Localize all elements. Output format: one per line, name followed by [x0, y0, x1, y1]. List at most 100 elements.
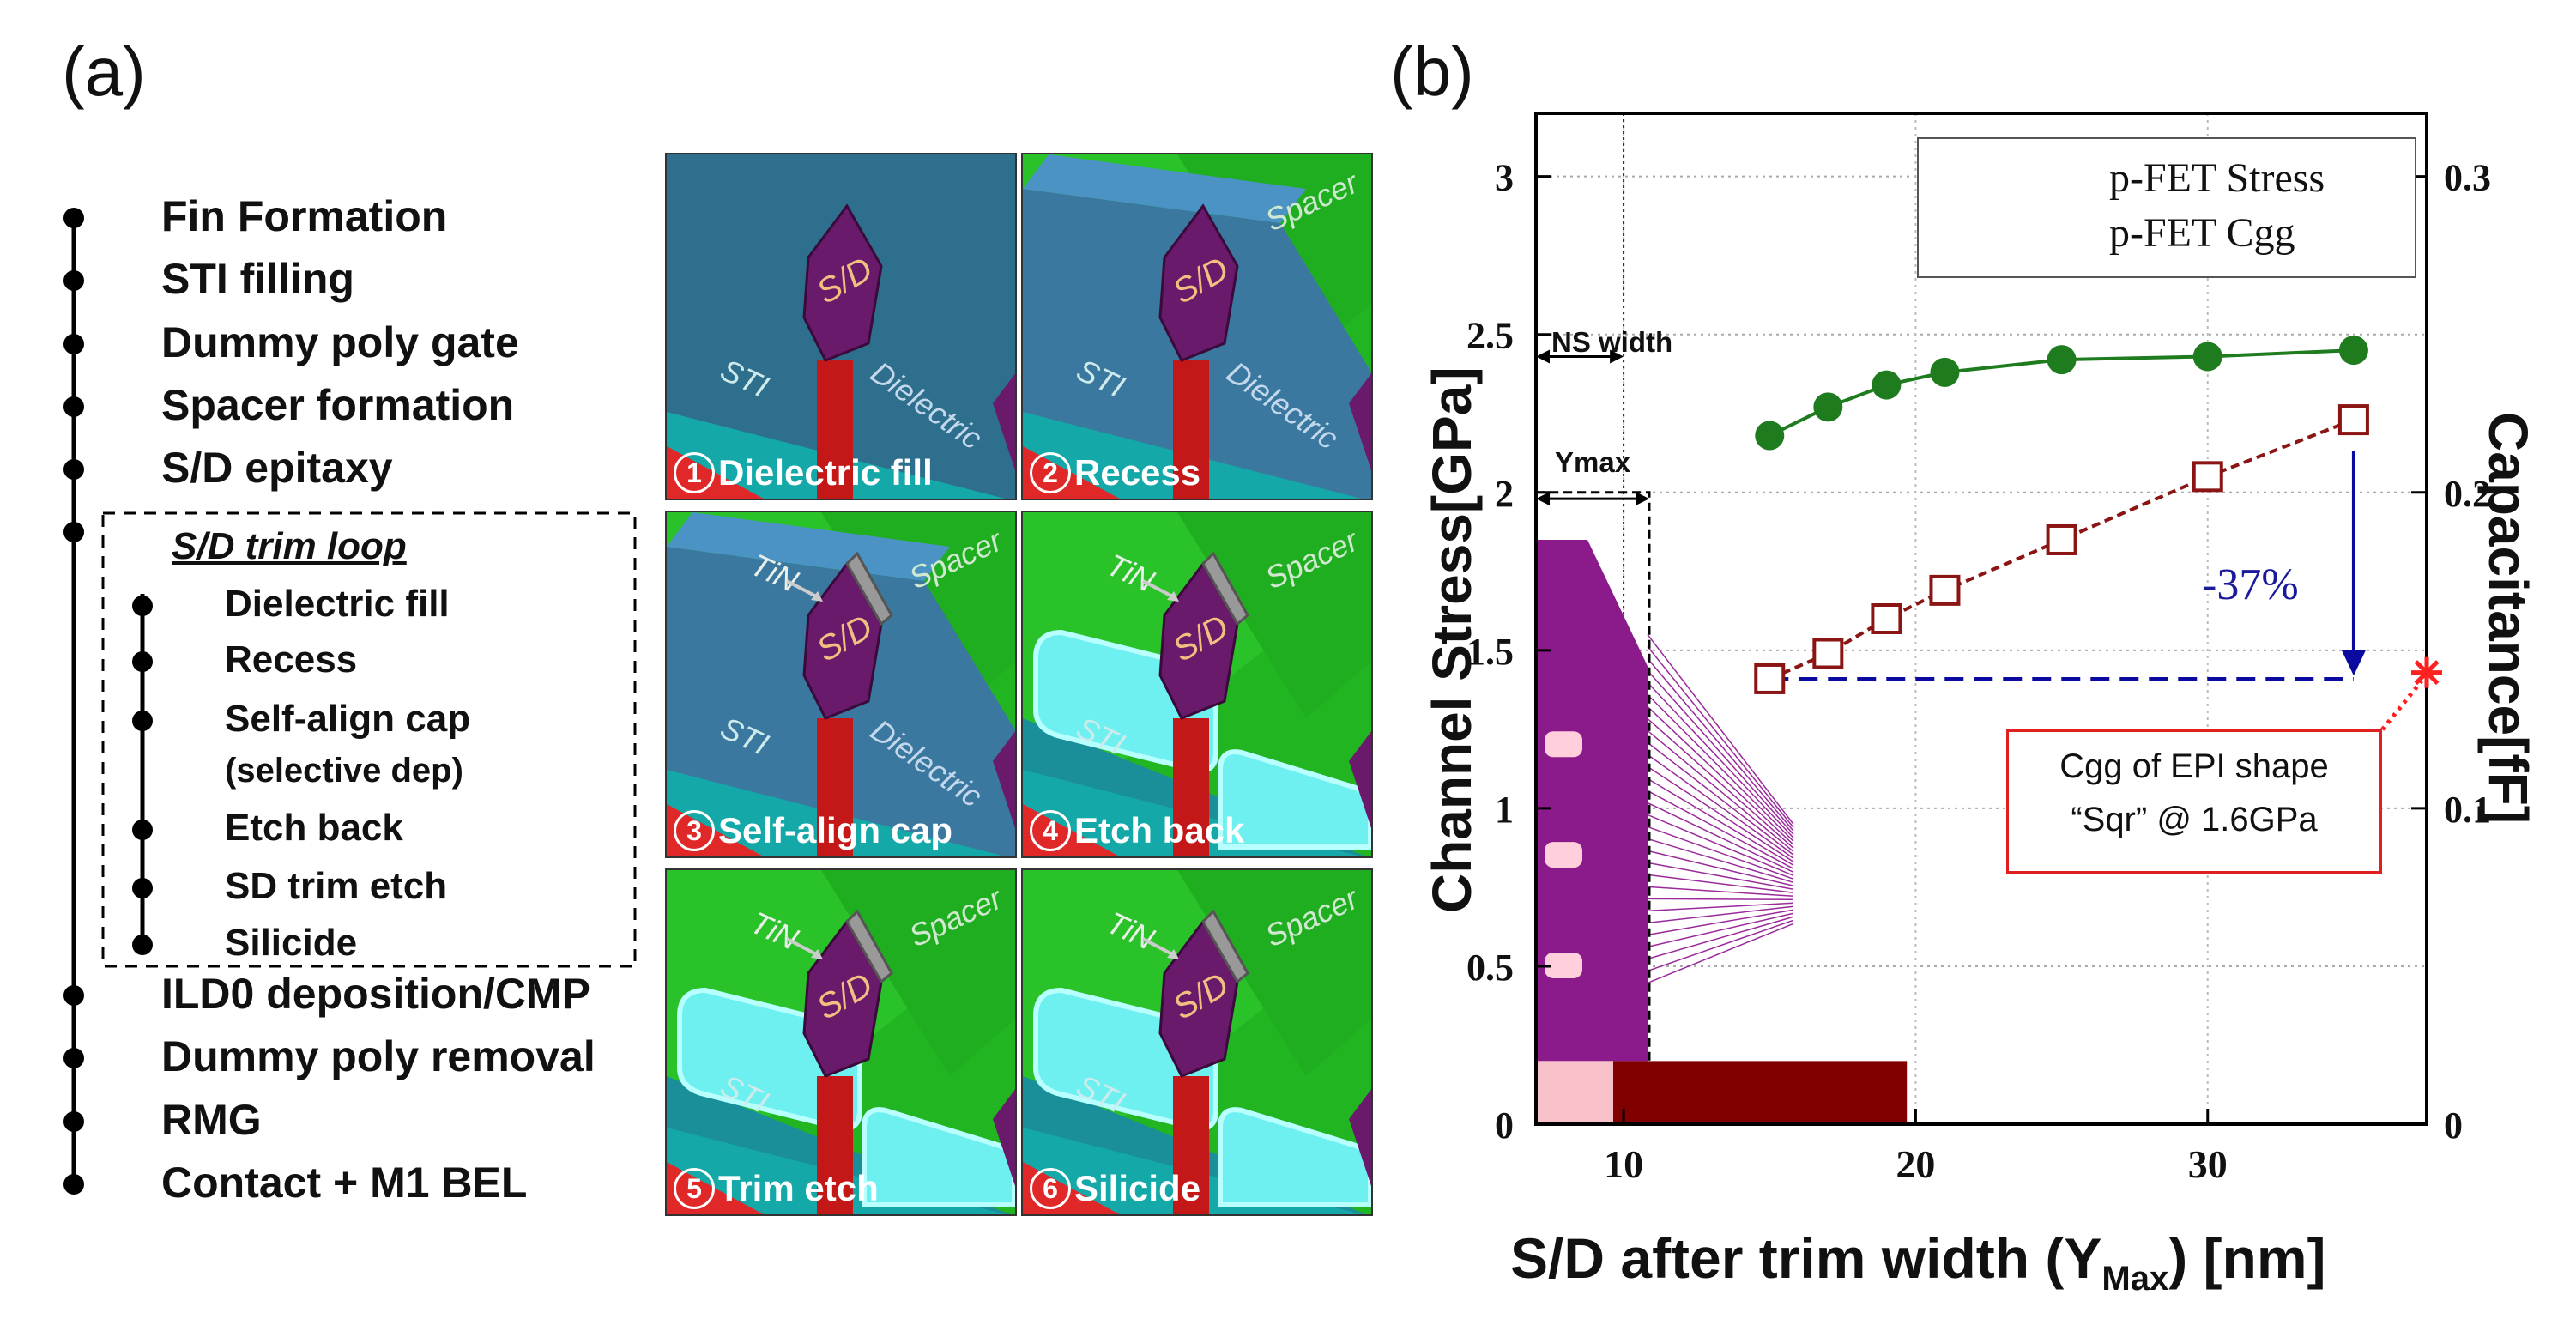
- flow-step-label: Etch back: [225, 806, 403, 849]
- epi-hatch-line: [1647, 645, 1794, 828]
- tile-caption: 3 Self-align cap: [674, 810, 952, 851]
- y-axis-right-label: Capacitance[fF]: [2477, 412, 2539, 825]
- stress-data-point: [1755, 421, 1785, 451]
- ymax-arrowhead-left: [1536, 492, 1550, 506]
- epi-hatch-line: [1647, 681, 1794, 838]
- y-left-tick-label: 2: [1495, 473, 1514, 515]
- y-left-tick-label: 0.5: [1466, 947, 1514, 989]
- tile-caption-text: Recess: [1074, 452, 1201, 493]
- flow-step-dot: [63, 270, 84, 291]
- flow-step-label: ILD0 deposition/CMP: [161, 970, 590, 1018]
- tile-caption-text: Self-align cap: [718, 810, 953, 850]
- stress-data-point: [2192, 342, 2222, 372]
- flow-step-dot: [132, 878, 153, 898]
- ymax-arrowhead-right: [1636, 492, 1649, 506]
- flow-step-label: Dummy poly removal: [161, 1032, 596, 1080]
- tile-caption-text: Etch back: [1074, 810, 1245, 850]
- flow-step-dot: [132, 711, 153, 731]
- reduction-label: -37%: [2202, 560, 2299, 609]
- process-tile: S/D STI Dielectric 1 Dielectric fill: [665, 153, 1017, 500]
- epi-hatch-line: [1647, 826, 1794, 880]
- trim-step-label: (selective dep): [225, 752, 463, 790]
- flow-step-dot: [132, 651, 153, 672]
- trim-loop-title: S/D trim loop: [172, 525, 407, 567]
- cgg-data-point: [1812, 638, 1844, 669]
- epi-hatch-line: [1647, 633, 1794, 825]
- flow-step-label: SD trim etch: [225, 864, 448, 907]
- y-right-tick-label: 0.1: [2444, 789, 2491, 831]
- stress-data-point: [2047, 345, 2077, 375]
- epi-shape: [1536, 539, 1648, 1062]
- flow-step-dot: [63, 1174, 84, 1195]
- tile-caption-text: Dielectric fill: [718, 452, 933, 493]
- tile-caption: 6 Silicide: [1030, 1168, 1200, 1209]
- epi-hatch-line: [1647, 905, 1794, 924]
- epi-hatch-line: [1647, 912, 1794, 948]
- chart-legend: [1917, 137, 2416, 278]
- x-tick-label: 20: [1896, 1142, 1935, 1186]
- flow-step-label: Silicide: [225, 921, 358, 964]
- flow-step-label: Recess: [225, 638, 358, 681]
- ns-width-label: NS width: [1551, 326, 1673, 358]
- y-right-tick-label: 0.3: [2444, 157, 2491, 199]
- epi-hatch-line: [1647, 669, 1794, 835]
- ns-width-arrowhead-right: [1610, 349, 1624, 364]
- y-left-tick-label: 2.5: [1466, 315, 1514, 357]
- stress-data-point: [1872, 370, 1902, 400]
- panel-b-label: (b): [1390, 33, 1474, 110]
- x-tick-label: 10: [1604, 1142, 1643, 1186]
- flow-step-label: Dielectric fill: [225, 582, 450, 625]
- flow-step-dot: [63, 208, 84, 228]
- annotation-line2: “Sqr” @ 1.6GPa: [2071, 801, 2318, 838]
- y-axis-left-label: Channel Stress[GPa]: [1421, 366, 1483, 913]
- epi-hatch-line: [1647, 729, 1794, 852]
- tile-step-number: 1: [674, 452, 715, 493]
- flow-step-dot: [63, 985, 84, 1006]
- flow-step-dot: [63, 1048, 84, 1068]
- process-tile: S/D STI Spacer TiN 4 Etch back: [1021, 511, 1373, 858]
- flow-step-label: Spacer formation: [161, 381, 515, 429]
- epi-hatch-line: [1647, 850, 1794, 887]
- y-right-tick-label: 0.2: [2444, 473, 2491, 515]
- stress-data-point: [1930, 357, 1960, 387]
- star-connector: [2375, 680, 2423, 738]
- flow-step-label: Dummy poly gate: [161, 318, 519, 366]
- flow-step-label: Fin Formation: [161, 192, 448, 240]
- process-tile: S/D STI Spacer TiN 5 Trim etch: [665, 868, 1017, 1216]
- flow-step-label: Contact + M1 BEL: [161, 1159, 528, 1207]
- tile-caption-text: Trim etch: [718, 1168, 879, 1208]
- epi-hatch-line: [1647, 923, 1794, 984]
- flow-step-label: RMG: [161, 1096, 262, 1144]
- epi-hatch-line: [1647, 862, 1794, 891]
- epi-hatch-line: [1647, 814, 1794, 876]
- tile-step-number: 5: [674, 1168, 715, 1209]
- flow-step-dot: [63, 1111, 84, 1132]
- flow-step-dot: [63, 396, 84, 417]
- epi-hatch-line: [1647, 753, 1794, 859]
- flow-step-label: Self-align cap: [225, 697, 471, 740]
- epi-hatch-line: [1647, 898, 1794, 901]
- x-axis-label: S/D after trim width (YMax) [nm]: [1510, 1225, 2325, 1298]
- x-axis-label-main: S/D after trim width (Y: [1510, 1226, 2102, 1290]
- flow-step-dot: [132, 596, 153, 616]
- substrate-left: [1536, 1061, 1613, 1124]
- annotation-line1: Cgg of EPI shape: [2059, 747, 2329, 785]
- ymax-label: Ymax: [1555, 446, 1631, 478]
- epi-hatch-line: [1647, 657, 1794, 832]
- epi-hatch-line: [1647, 693, 1794, 842]
- y-left-tick-label: 1.5: [1466, 631, 1514, 673]
- x-axis-label-sub: Max: [2101, 1260, 2169, 1298]
- epi-hatch-line: [1647, 838, 1794, 883]
- y-left-tick-label: 1: [1495, 789, 1514, 831]
- tile-caption-text: Silicide: [1074, 1168, 1201, 1208]
- plot-frame: [1534, 112, 2428, 1126]
- flow-step-dot: [63, 522, 84, 542]
- cgg-data-point: [2192, 461, 2223, 493]
- flow-step-label: S/D epitaxy: [161, 444, 393, 492]
- reduction-arrowhead: [2341, 650, 2366, 676]
- tile-step-number: 4: [1030, 810, 1071, 851]
- process-tile: S/D STI Dielectric Spacer TiN 3 Self-align cap: [665, 511, 1017, 858]
- legend-label-cgg: p-FET Cgg: [2109, 210, 2295, 256]
- epi-hatch-line: [1647, 916, 1794, 960]
- y-left-tick-label: 3: [1495, 157, 1514, 199]
